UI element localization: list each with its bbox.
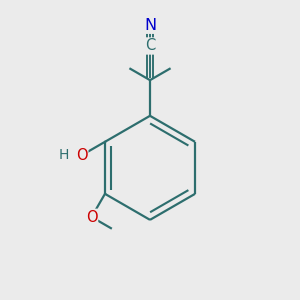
Text: N: N: [144, 18, 156, 33]
Text: O: O: [76, 148, 88, 163]
Text: C: C: [145, 38, 155, 53]
Text: O: O: [86, 209, 98, 224]
Text: H: H: [58, 148, 68, 162]
